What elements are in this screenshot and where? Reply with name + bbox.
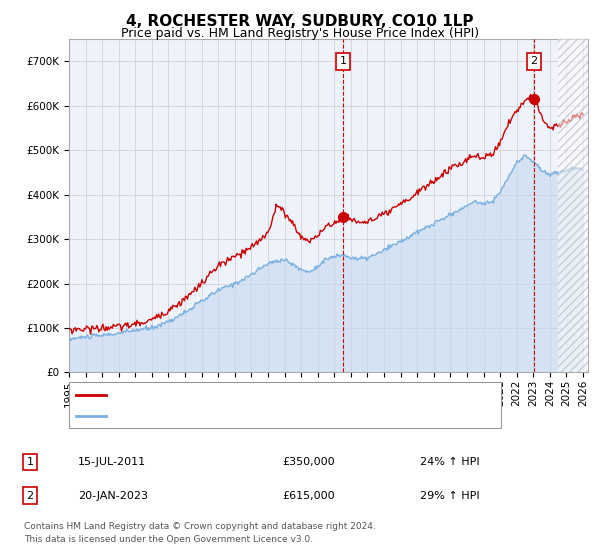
- Text: 24% ↑ HPI: 24% ↑ HPI: [420, 457, 479, 467]
- Text: 4, ROCHESTER WAY, SUDBURY, CO10 1LP: 4, ROCHESTER WAY, SUDBURY, CO10 1LP: [126, 14, 474, 29]
- Text: 15-JUL-2011: 15-JUL-2011: [78, 457, 146, 467]
- Text: 4, ROCHESTER WAY, SUDBURY, CO10 1LP (detached house): 4, ROCHESTER WAY, SUDBURY, CO10 1LP (det…: [112, 390, 445, 400]
- Text: 2: 2: [26, 491, 34, 501]
- Text: £350,000: £350,000: [282, 457, 335, 467]
- Text: 1: 1: [26, 457, 34, 467]
- Text: £615,000: £615,000: [282, 491, 335, 501]
- Text: 1: 1: [340, 57, 347, 67]
- Text: HPI: Average price, detached house, Babergh: HPI: Average price, detached house, Babe…: [112, 410, 365, 421]
- Bar: [558, 39, 592, 372]
- Text: 29% ↑ HPI: 29% ↑ HPI: [420, 491, 479, 501]
- Text: Contains HM Land Registry data © Crown copyright and database right 2024.
This d: Contains HM Land Registry data © Crown c…: [24, 522, 376, 544]
- Text: 2: 2: [530, 57, 538, 67]
- Text: Price paid vs. HM Land Registry's House Price Index (HPI): Price paid vs. HM Land Registry's House …: [121, 27, 479, 40]
- Text: 20-JAN-2023: 20-JAN-2023: [78, 491, 148, 501]
